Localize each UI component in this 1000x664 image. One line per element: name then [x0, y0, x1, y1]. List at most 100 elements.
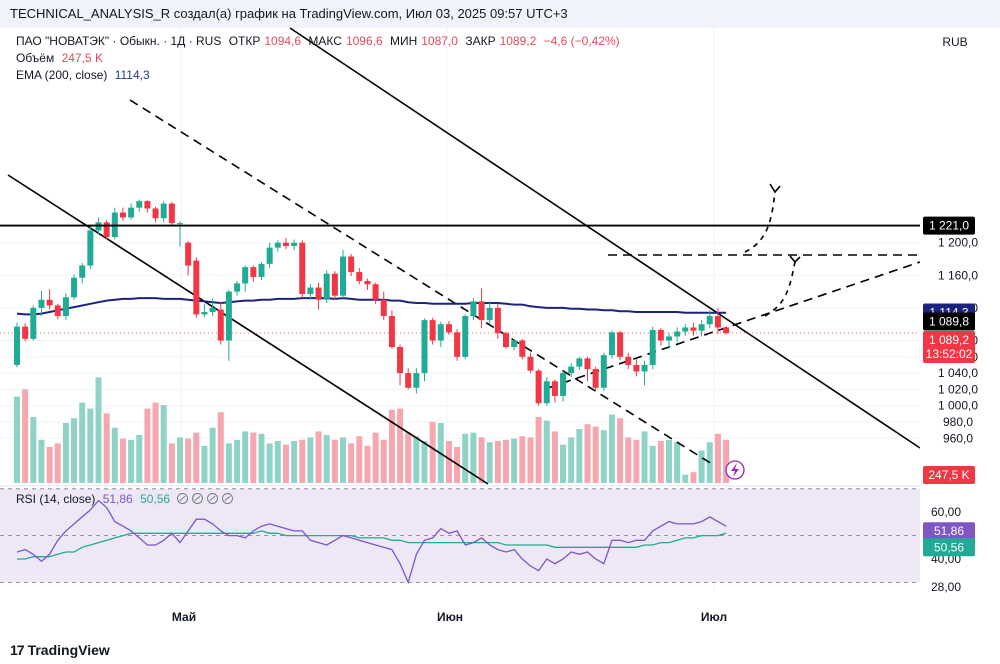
tradingview-logo-text: TradingView	[27, 642, 110, 658]
volume-bar	[30, 417, 37, 483]
candle-body	[356, 272, 363, 282]
volume-bar	[486, 442, 493, 483]
volume-bar	[666, 439, 672, 483]
candle-body	[405, 373, 412, 388]
level-badge-1089: 1 089,8	[923, 312, 975, 331]
channel-upper-line	[289, 27, 921, 449]
volume-bar	[217, 412, 224, 483]
volume-bar	[14, 396, 20, 483]
legend-rsi-row: RSI (14, close) 51,86 50,56	[16, 492, 237, 506]
settings-icon[interactable]	[222, 493, 234, 504]
volume-bar	[690, 472, 697, 483]
candle-body	[657, 329, 664, 341]
candle-body	[119, 212, 126, 218]
candle-body	[242, 267, 249, 284]
candle-body	[152, 208, 159, 219]
candle-body	[38, 299, 45, 308]
open-value: 1094,6	[264, 34, 302, 48]
time-tick-label: Июл	[701, 610, 727, 624]
rsi-label[interactable]: RSI (14, close)	[16, 492, 96, 506]
volume-bar	[494, 441, 501, 483]
ema-label[interactable]: EMA (200, close)	[16, 68, 108, 82]
settings-icon[interactable]	[192, 493, 204, 504]
rsi-line	[16, 499, 727, 585]
candle-body	[625, 356, 632, 365]
volume-bar	[136, 435, 143, 483]
candle-body	[674, 331, 681, 337]
change-value: −4,6 (−0,42%)	[543, 34, 620, 48]
ema-value: 1114,3	[114, 68, 150, 82]
legend-ema-row: EMA (200, close) 1114,3	[16, 68, 154, 82]
volume-bar	[54, 443, 61, 483]
settings-icon[interactable]	[177, 493, 189, 504]
volume-bar	[527, 437, 534, 483]
volume-bar	[429, 421, 436, 483]
volume-bar	[380, 439, 387, 483]
candle-body	[698, 324, 705, 331]
candle-body	[331, 273, 338, 296]
candle-body	[62, 297, 69, 317]
volume-bar	[274, 441, 281, 483]
volume-bar	[209, 427, 216, 483]
candle-body	[323, 273, 330, 300]
volume-bar	[144, 408, 151, 483]
time-tick-label: Июн	[437, 610, 463, 624]
volume-bar	[511, 438, 518, 483]
volume-bar	[128, 439, 135, 483]
candle-body	[527, 356, 534, 371]
candle-body	[706, 316, 713, 325]
candle-body	[225, 291, 232, 341]
symbol-name[interactable]: ПАО "НОВАТЭК" · Обыкн. · 1Д · RUS	[16, 34, 222, 48]
time-axis[interactable]: Май Июн Июл	[0, 606, 1000, 624]
volume-bar	[682, 474, 689, 483]
volume-bar	[299, 439, 306, 483]
candle-body	[128, 207, 135, 218]
time-tick-label: Май	[172, 610, 196, 624]
tradingview-logo[interactable]: 17 TradingView	[10, 642, 110, 658]
candle-body	[437, 324, 444, 341]
high-value: 1096,6	[345, 34, 383, 48]
publisher-text: TECHNICAL_ANALYSIS_R создал(а) график на…	[10, 6, 568, 21]
settings-icon[interactable]	[207, 493, 219, 504]
candle-body	[543, 381, 550, 404]
volume-bar	[71, 418, 78, 483]
currency-label[interactable]: RUB	[942, 35, 968, 49]
volume-bar	[372, 432, 379, 483]
volume-bar	[185, 438, 192, 483]
volume-bar	[119, 438, 126, 483]
candle-body	[160, 203, 167, 219]
candle-body	[274, 242, 281, 248]
candle-body	[445, 324, 452, 333]
candle-body	[46, 299, 53, 306]
candle-body	[79, 265, 86, 278]
candle-body	[592, 369, 599, 388]
candle-body	[617, 332, 624, 357]
price-tick-label: 960,0	[943, 431, 973, 445]
volume-bar	[193, 432, 200, 483]
volume-bar	[160, 405, 167, 483]
candle-body	[666, 336, 672, 341]
volume-bar	[608, 414, 615, 483]
footer	[0, 630, 1000, 664]
candle-body	[421, 320, 428, 374]
candle-body	[340, 256, 346, 296]
price-axis[interactable]: 1 200,01 160,01 120,01 080,01 060,01 040…	[725, 28, 1000, 630]
candle-body	[177, 223, 183, 225]
volume-bar	[79, 402, 86, 483]
volume-value: 247,5 K	[61, 51, 103, 65]
candle-body	[315, 287, 322, 300]
candle-body	[608, 332, 615, 356]
volume-badge-bg	[923, 466, 975, 484]
volume-bar	[657, 441, 664, 483]
candle-body	[535, 370, 542, 404]
candle-body	[299, 242, 306, 295]
rsi-badge-text: 51,86	[934, 524, 964, 538]
volume-bar	[266, 443, 273, 483]
volume-bar	[95, 377, 102, 483]
arrow-head-icon	[769, 183, 781, 194]
candle-body	[388, 316, 395, 348]
close-label: ЗАКР	[465, 34, 496, 48]
candle-body	[380, 299, 387, 317]
